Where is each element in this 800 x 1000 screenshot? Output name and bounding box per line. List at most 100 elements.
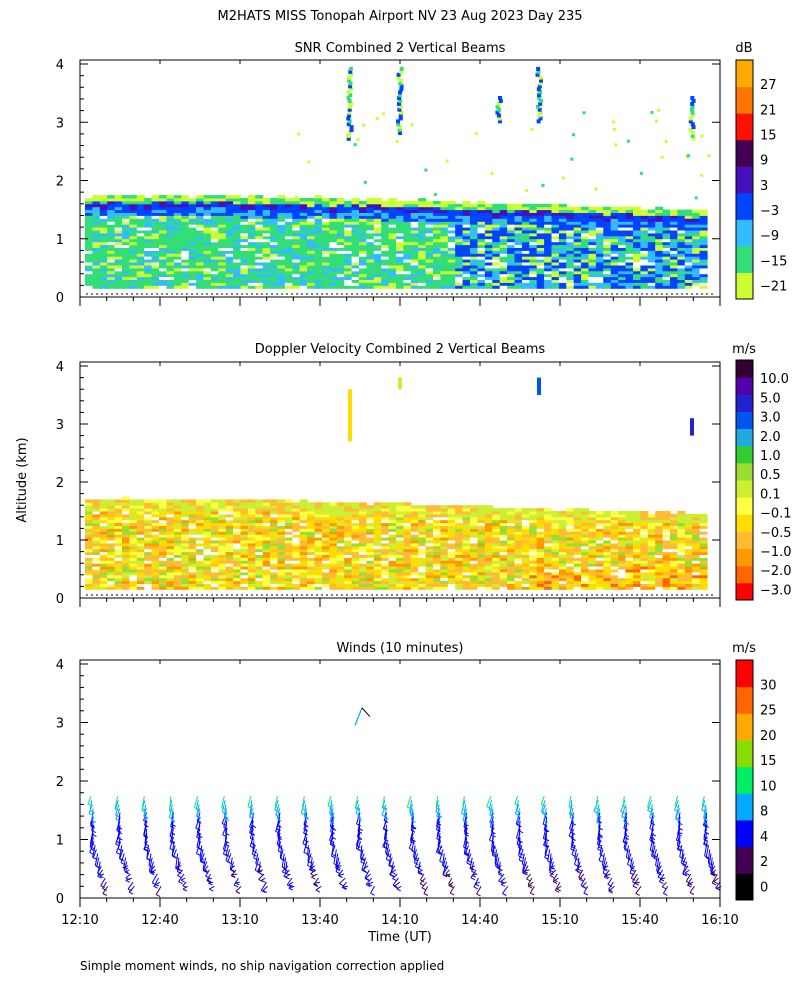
- velocity-cell: [99, 554, 108, 558]
- velocity-cell: [366, 560, 375, 564]
- snr-cell: [581, 224, 590, 228]
- velocity-cell: [314, 551, 323, 555]
- velocity-cell: [477, 574, 486, 579]
- snr-cell: [344, 230, 353, 234]
- snr-cell: [159, 270, 167, 275]
- snr-cell: [692, 273, 701, 278]
- snr-cell: [581, 227, 590, 231]
- snr-cell: [677, 247, 686, 251]
- snr-cell: [336, 285, 345, 289]
- velocity-cell: [359, 569, 367, 573]
- velocity-cell: [455, 583, 464, 587]
- snr-cell: [581, 276, 590, 280]
- snr-cell: [247, 276, 256, 280]
- snr-cell: [351, 247, 360, 251]
- velocity-cell: [625, 580, 634, 584]
- snr-cell: [85, 262, 93, 266]
- velocity-cell: [255, 566, 264, 570]
- snr-cell: [322, 230, 330, 234]
- velocity-cell: [403, 522, 412, 526]
- snr-cell: [566, 267, 575, 272]
- snr-cell: [699, 227, 708, 231]
- snr-cell: [299, 253, 308, 257]
- velocity-cell: [373, 528, 382, 532]
- velocity-cell: [447, 566, 456, 570]
- snr-cell: [85, 224, 93, 228]
- velocity-cell: [499, 522, 508, 526]
- snr-cell: [307, 267, 316, 272]
- snr-cell: [521, 218, 530, 222]
- velocity-cell: [225, 548, 234, 553]
- snr-cell: [425, 235, 434, 240]
- snr-cell: [359, 273, 367, 278]
- velocity-cell: [521, 583, 530, 587]
- snr-cell: [566, 244, 575, 248]
- velocity-cell: [173, 586, 182, 590]
- velocity-panel: Doppler Velocity Combined 2 Vertical Bea…: [56, 342, 792, 607]
- snr-cell: [573, 224, 582, 228]
- velocity-cell: [573, 545, 582, 550]
- snr-cell: [225, 241, 234, 246]
- velocity-cell: [573, 534, 582, 538]
- snr-cell: [336, 232, 345, 237]
- snr-cell: [544, 209, 553, 213]
- snr-cell: [610, 265, 619, 269]
- snr-cell: [107, 273, 116, 278]
- snr-cell: [677, 227, 686, 231]
- snr-cell: [581, 256, 590, 260]
- snr-cell: [166, 238, 175, 243]
- velocity-cell: [462, 560, 471, 564]
- velocity-cell: [129, 525, 138, 529]
- snr-cell: [196, 285, 205, 289]
- velocity-cell: [114, 563, 123, 567]
- snr-cell: [122, 221, 130, 225]
- snr-cell: [484, 209, 493, 213]
- snr-cell: [181, 285, 190, 289]
- velocity-cell: [418, 580, 427, 584]
- snr-cell: [381, 227, 390, 231]
- velocity-cell: [625, 574, 634, 579]
- velocity-cell: [314, 583, 323, 587]
- snr-cell: [210, 259, 219, 263]
- snr-cell: [129, 253, 138, 257]
- snr-cell: [477, 250, 486, 254]
- snr-cell: [403, 235, 412, 240]
- velocity-cell: [418, 563, 427, 567]
- snr-cell: [129, 215, 138, 219]
- colorbar-swatch: [736, 60, 753, 88]
- snr-cell: [544, 203, 553, 208]
- snr-cell: [166, 209, 175, 213]
- snr-cell: [92, 259, 101, 263]
- velocity-cell: [603, 551, 612, 555]
- snr-cell: [255, 212, 264, 216]
- snr-cell: [188, 224, 197, 228]
- velocity-cell: [240, 525, 249, 529]
- velocity-cell: [403, 505, 412, 509]
- snr-cell: [396, 247, 404, 251]
- snr-cell: [633, 285, 641, 289]
- velocity-cell: [492, 554, 501, 558]
- velocity-cell: [173, 551, 182, 555]
- snr-cell: [633, 262, 641, 266]
- velocity-cell: [581, 516, 590, 521]
- velocity-cell: [196, 580, 205, 584]
- velocity-cell: [433, 569, 441, 573]
- snr-cell: [159, 285, 167, 289]
- velocity-cell: [181, 557, 190, 561]
- snr-cell: [366, 244, 375, 248]
- snr-cell: [521, 262, 530, 266]
- velocity-cell: [292, 574, 301, 579]
- velocity-cell: [447, 571, 456, 576]
- snr-echo: [690, 101, 695, 106]
- velocity-cell: [188, 516, 197, 521]
- velocity-cell: [277, 534, 286, 538]
- velocity-cell: [588, 537, 597, 541]
- velocity-cell: [129, 537, 138, 541]
- snr-cell: [588, 218, 597, 222]
- velocity-cell: [314, 563, 323, 567]
- snr-cell: [307, 218, 316, 222]
- snr-cell: [499, 285, 508, 289]
- snr-cell: [418, 235, 427, 240]
- snr-cell: [470, 267, 478, 272]
- velocity-cell: [85, 513, 93, 518]
